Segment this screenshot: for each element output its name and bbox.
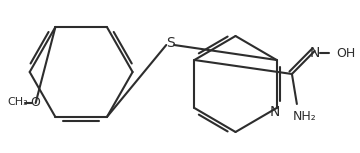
Text: O: O bbox=[31, 95, 41, 108]
Text: S: S bbox=[166, 36, 175, 50]
Text: N: N bbox=[270, 105, 280, 119]
Text: OH: OH bbox=[337, 47, 356, 60]
Text: N: N bbox=[310, 46, 320, 60]
Text: NH₂: NH₂ bbox=[293, 110, 317, 123]
Text: CH₃: CH₃ bbox=[7, 97, 28, 107]
